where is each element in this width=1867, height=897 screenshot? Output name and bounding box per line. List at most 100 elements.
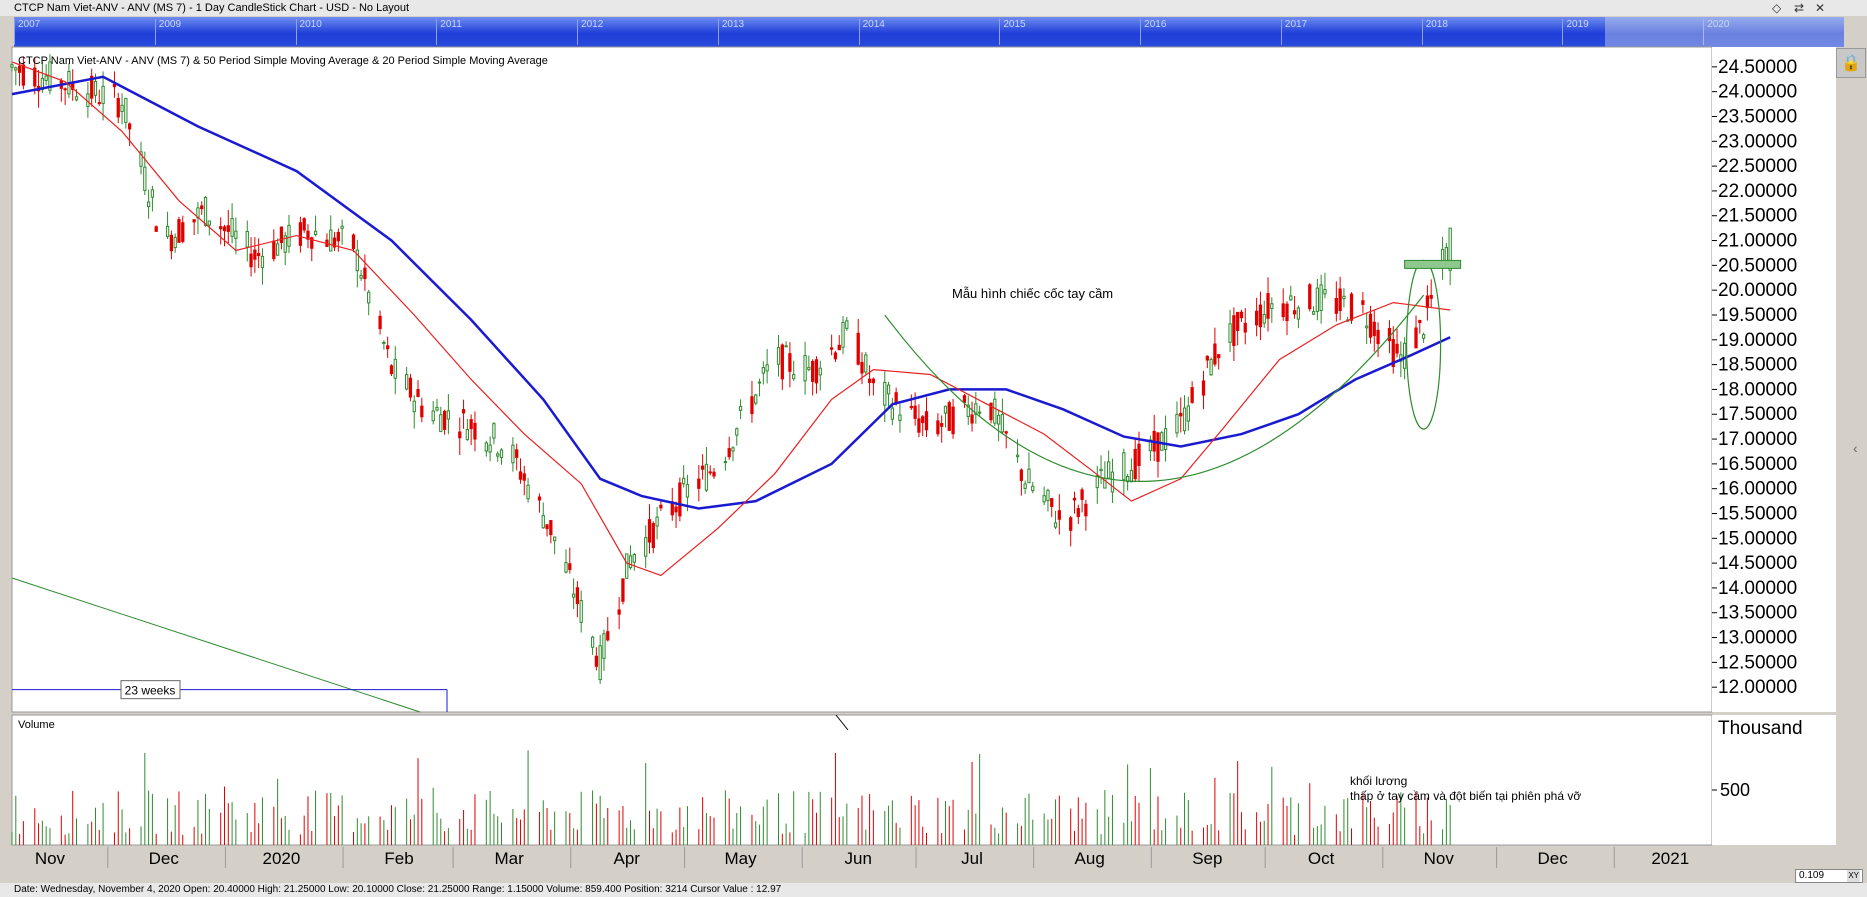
cursor-mark	[835, 714, 849, 731]
candle-body	[469, 419, 473, 430]
candle-body	[1122, 452, 1126, 481]
y-tick-label: 17.50000	[1718, 404, 1797, 425]
candle-body	[367, 291, 371, 304]
candle-body	[833, 352, 838, 360]
navigator-year[interactable]: 2010	[295, 19, 322, 45]
candle-body	[632, 553, 636, 563]
candle-body	[101, 85, 105, 105]
volume-note-1: khối lương	[1350, 774, 1407, 788]
candle-body	[408, 377, 413, 398]
y-tick-label: 23.50000	[1718, 106, 1797, 127]
candle-body	[674, 506, 678, 513]
candle-body	[947, 402, 951, 431]
navigator-year[interactable]: 2017	[1280, 19, 1307, 45]
candle-body	[1004, 431, 1008, 434]
candle-body	[260, 255, 265, 268]
candle-body	[279, 226, 284, 244]
diamond-icon[interactable]: ◇	[1772, 1, 1782, 15]
lock-icon[interactable]: 🔒	[1836, 48, 1866, 78]
candle-body	[112, 83, 117, 88]
candle-body	[704, 463, 709, 491]
candle-body	[275, 243, 280, 256]
candle-body	[17, 65, 22, 73]
candle-body	[439, 414, 443, 433]
y-tick-label: 21.50000	[1718, 206, 1797, 227]
candle-body	[310, 237, 314, 249]
y-tick-label: 15.00000	[1718, 528, 1797, 549]
navigator-year[interactable]: 2011	[436, 19, 462, 45]
candle-body	[351, 234, 356, 250]
candle-body	[837, 344, 841, 351]
navigator-year[interactable]: 2019	[1562, 19, 1589, 45]
candle-body	[1311, 311, 1316, 315]
x-tick-label: Dec	[1538, 849, 1569, 868]
candle-body	[234, 230, 238, 239]
candle-body	[207, 220, 211, 226]
status-text: Date: Wednesday, November 4, 2020 Open: …	[14, 884, 782, 895]
candle-body	[537, 496, 542, 501]
navigator-year[interactable]: 2012	[577, 19, 603, 45]
candle-body	[127, 123, 132, 130]
candle-body	[446, 410, 451, 420]
candle-body	[1334, 297, 1338, 314]
candle-body	[989, 402, 993, 421]
navigator-year[interactable]: 2007	[14, 19, 40, 45]
status-bar: Date: Wednesday, November 4, 2020 Open: …	[0, 883, 1867, 897]
y-tick-label: 21.00000	[1718, 231, 1797, 252]
candle-body	[1209, 358, 1213, 376]
navigator-year[interactable]: 2009	[154, 19, 181, 45]
close-icon[interactable]: ✕	[1815, 1, 1826, 15]
candle-body	[845, 320, 849, 329]
cup-pattern	[884, 294, 1425, 482]
candle-body	[1023, 483, 1027, 489]
y-tick-label: 16.00000	[1718, 479, 1797, 500]
navigator-year[interactable]: 2015	[999, 19, 1026, 45]
candle-body	[1414, 327, 1418, 349]
candle-body	[1391, 339, 1395, 368]
candle-body	[355, 249, 359, 272]
xy-readout[interactable]: 0.109 XY	[1795, 869, 1863, 883]
candle-body	[735, 428, 739, 436]
date-navigator[interactable]: 2007 2009 2010 2011 2012 2013 2014 2015 2016 2017…	[14, 17, 1844, 47]
candle-body	[977, 411, 982, 414]
x-tick-label: Sep	[1192, 849, 1222, 868]
navigator-year[interactable]: 2014	[858, 19, 885, 45]
x-tick-label: Feb	[384, 849, 413, 868]
candle-body	[913, 405, 917, 419]
candle-body	[40, 77, 44, 91]
candle-body	[1107, 461, 1111, 479]
candle-body	[1372, 321, 1376, 337]
x-tick-label: Apr	[613, 849, 640, 868]
candle-body	[181, 222, 185, 242]
navigator-year[interactable]: 2016	[1140, 19, 1166, 45]
candle-body	[754, 394, 758, 404]
swap-icon[interactable]: ⇄	[1794, 1, 1805, 15]
candle-body	[617, 609, 621, 615]
candle-body	[173, 236, 177, 249]
candle-body	[659, 504, 663, 509]
navigator-year[interactable]: 2020	[1703, 19, 1729, 45]
candle-body	[811, 360, 815, 382]
candle-body	[329, 229, 333, 252]
navigator-year[interactable]: 2018	[1421, 19, 1448, 45]
candle-body	[44, 75, 48, 81]
candle-body	[940, 423, 944, 427]
candle-body	[393, 358, 397, 379]
chevron-left-icon[interactable]: ‹	[1853, 440, 1858, 456]
candle-body	[1000, 413, 1005, 433]
xy-label: XY	[1847, 870, 1860, 882]
x-tick-label: 2021	[1651, 849, 1689, 868]
candle-body	[761, 367, 765, 374]
y-tick-label: 20.50000	[1718, 255, 1797, 276]
candle-body	[860, 361, 864, 374]
candle-body	[712, 471, 716, 477]
candle-body	[814, 359, 819, 384]
candle-body	[518, 471, 523, 480]
candle-body	[723, 461, 728, 464]
navigator-selection[interactable]	[1604, 17, 1844, 47]
navigator-year[interactable]: 2013	[717, 19, 744, 45]
candle-body	[871, 378, 876, 384]
candle-body	[1315, 287, 1319, 312]
candle-body	[74, 96, 79, 101]
